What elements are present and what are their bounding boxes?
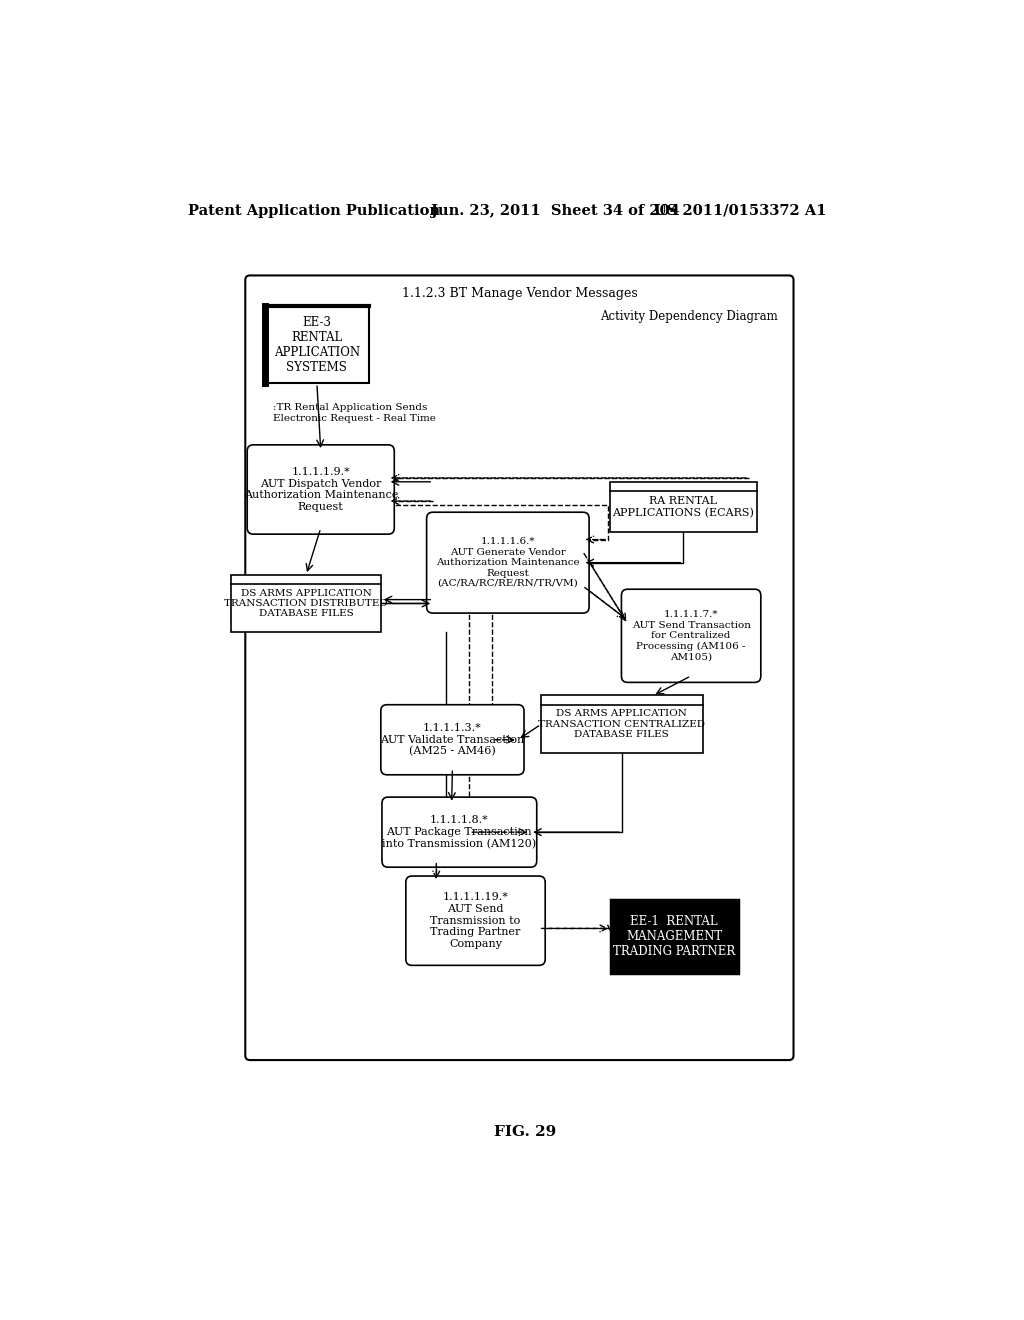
FancyBboxPatch shape (406, 876, 545, 965)
FancyBboxPatch shape (381, 705, 524, 775)
FancyBboxPatch shape (382, 797, 537, 867)
Text: US 2011/0153372 A1: US 2011/0153372 A1 (654, 203, 826, 218)
Text: Patent Application Publication: Patent Application Publication (188, 203, 440, 218)
Bar (610, 482, 757, 532)
Bar (610, 899, 737, 973)
Text: 1.1.2.3 BT Manage Vendor Messages: 1.1.2.3 BT Manage Vendor Messages (401, 286, 637, 300)
Text: EE-1  RENTAL
MANAGEMENT
TRADING PARTNER: EE-1 RENTAL MANAGEMENT TRADING PARTNER (613, 915, 735, 957)
Text: :TR Rental Application Sends
Electronic Request - Real Time: :TR Rental Application Sends Electronic … (273, 404, 436, 422)
Bar (265, 306, 369, 383)
FancyBboxPatch shape (622, 589, 761, 682)
Text: 1.1.1.1.9.*
AUT Dispatch Vendor
Authorization Maintenance
Request: 1.1.1.1.9.* AUT Dispatch Vendor Authoriz… (244, 467, 398, 512)
Text: 1.1.1.1.8.*
AUT Package Transaction
into Transmission (AM120): 1.1.1.1.8.* AUT Package Transaction into… (382, 816, 537, 849)
Text: DS ARMS APPLICATION
TRANSACTION DISTRIBUTED
DATABASE FILES: DS ARMS APPLICATION TRANSACTION DISTRIBU… (224, 589, 388, 618)
Text: EE-3
RENTAL
APPLICATION
SYSTEMS: EE-3 RENTAL APPLICATION SYSTEMS (273, 315, 360, 374)
Text: Jun. 23, 2011  Sheet 34 of 204: Jun. 23, 2011 Sheet 34 of 204 (431, 203, 680, 218)
Text: FIG. 29: FIG. 29 (494, 1126, 556, 1139)
Text: 1.1.1.1.6.*
AUT Generate Vendor
Authorization Maintenance
Request
(AC/RA/RC/RE/R: 1.1.1.1.6.* AUT Generate Vendor Authoriz… (436, 537, 580, 587)
Text: 1.1.1.1.7.*
AUT Send Transaction
for Centralized
Processing (AM106 -
AM105): 1.1.1.1.7.* AUT Send Transaction for Cen… (632, 610, 751, 661)
Text: RA RENTAL
APPLICATIONS (ECARS): RA RENTAL APPLICATIONS (ECARS) (612, 496, 755, 519)
Bar (541, 696, 702, 754)
FancyBboxPatch shape (427, 512, 589, 612)
FancyBboxPatch shape (247, 445, 394, 535)
FancyBboxPatch shape (246, 276, 794, 1060)
Text: Activity Dependency Diagram: Activity Dependency Diagram (600, 310, 777, 323)
Text: DS ARMS APPLICATION
TRANSACTION CENTRALIZED
DATABASE FILES: DS ARMS APPLICATION TRANSACTION CENTRALI… (539, 709, 706, 739)
Bar (231, 574, 381, 632)
Text: 1.1.1.1.19.*
AUT Send
Transmission to
Trading Partner
Company: 1.1.1.1.19.* AUT Send Transmission to Tr… (430, 892, 521, 949)
Text: 1.1.1.1.3.*
AUT Validate Transaction
(AM25 - AM46): 1.1.1.1.3.* AUT Validate Transaction (AM… (380, 723, 524, 756)
